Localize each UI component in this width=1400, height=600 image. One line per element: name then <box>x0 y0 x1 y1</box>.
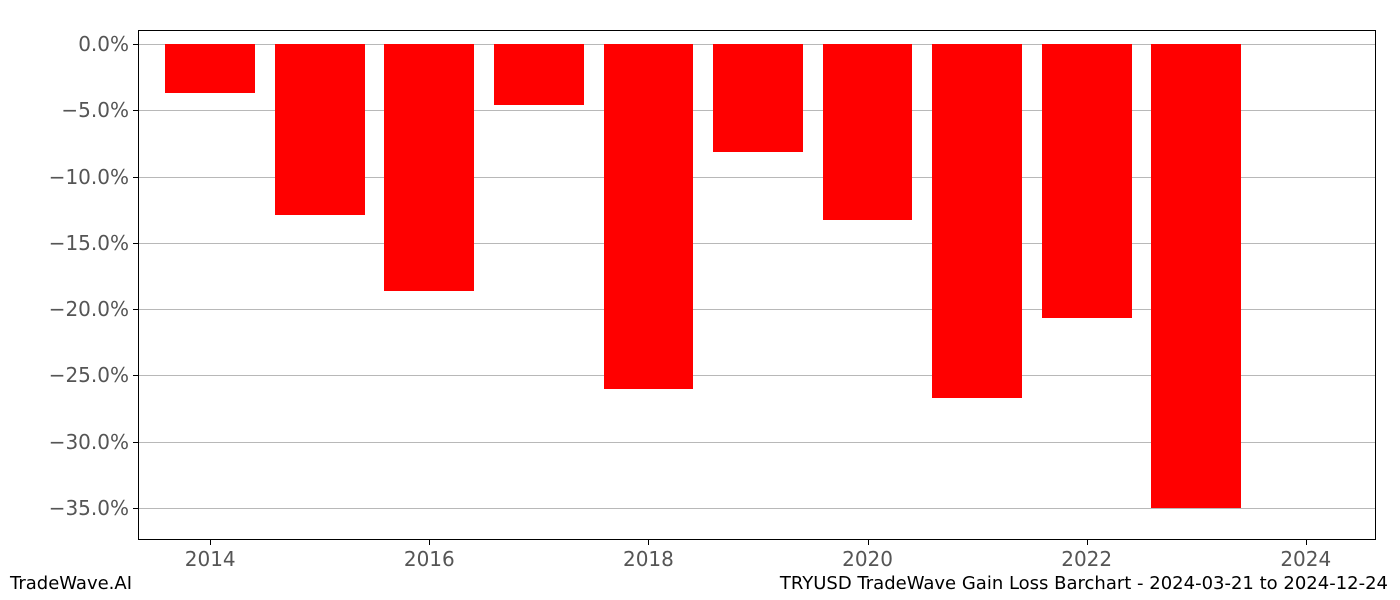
y-tick-label: −15.0% <box>49 231 139 255</box>
y-tick-label: −35.0% <box>49 496 139 520</box>
bar <box>384 44 474 290</box>
gain-loss-barchart: 0.0% −5.0% −10.0% −15.0% −20.0% −25.0% −30.0% −… <box>0 0 1400 600</box>
bar <box>1151 44 1241 508</box>
x-tick-label: 2024 <box>1280 539 1331 571</box>
x-tick-label: 2016 <box>404 539 455 571</box>
y-tick-label: −10.0% <box>49 165 139 189</box>
x-tick-label: 2020 <box>842 539 893 571</box>
bar <box>494 44 584 105</box>
bar <box>275 44 365 215</box>
bar <box>165 44 255 93</box>
bar <box>604 44 694 388</box>
y-tick-label: −25.0% <box>49 363 139 387</box>
y-tick-label: 0.0% <box>78 32 139 56</box>
bar <box>823 44 913 220</box>
plot-area: 0.0%−5.0%−10.0%−15.0%−20.0%−25.0%−30.0%−… <box>138 30 1376 540</box>
y-tick-label: −20.0% <box>49 297 139 321</box>
x-tick-label: 2014 <box>185 539 236 571</box>
bar <box>713 44 803 151</box>
x-tick-label: 2018 <box>623 539 674 571</box>
y-gridline <box>139 508 1375 509</box>
bar <box>932 44 1022 398</box>
y-tick-label: −30.0% <box>49 430 139 454</box>
x-tick-label: 2022 <box>1061 539 1112 571</box>
y-tick-label: −5.0% <box>61 98 139 122</box>
watermark-left: TradeWave.AI <box>10 573 132 594</box>
chart-caption: TRYUSD TradeWave Gain Loss Barchart - 20… <box>780 573 1388 594</box>
bar <box>1042 44 1132 318</box>
